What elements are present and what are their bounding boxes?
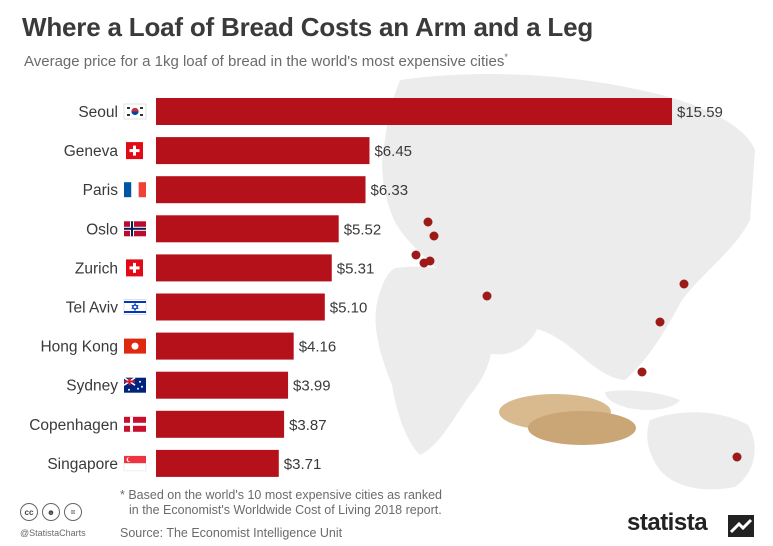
statista-logo: statista: [627, 509, 708, 536]
category-label: Geneva: [64, 143, 119, 160]
creative-commons-icon: cc: [20, 503, 38, 521]
switzerland-flag: [126, 259, 143, 277]
city-dot: [637, 367, 647, 377]
australia-flag: [123, 377, 146, 393]
israel-flag: [123, 299, 147, 315]
city-dot: [429, 231, 439, 241]
source-note: Source: The Economist Intelligence Unit: [120, 526, 343, 540]
license-icons: cc ☻ =: [20, 503, 82, 521]
chart-subtitle: Average price for a 1kg loaf of bread in…: [24, 52, 508, 70]
value-label: $6.45: [374, 143, 412, 160]
city-dot: [482, 291, 492, 301]
france-flag: [124, 182, 146, 198]
category-label: Paris: [83, 182, 119, 199]
map-australia: [647, 412, 755, 490]
map-europe-asia: [382, 74, 755, 380]
category-label: Hong Kong: [40, 339, 118, 356]
category-label: Tel Aviv: [66, 300, 119, 317]
map-indonesia: [605, 390, 680, 410]
city-dot: [423, 217, 433, 227]
category-label: Copenhagen: [29, 417, 118, 434]
bar: [156, 371, 289, 399]
bar: [156, 137, 370, 165]
twitter-handle: @StatistaCharts: [20, 528, 86, 538]
world-map-background: [375, 74, 755, 490]
value-label: $3.71: [284, 456, 322, 473]
city-dot: [655, 317, 665, 327]
value-label: $3.87: [289, 417, 327, 434]
subtitle-text: Average price for a 1kg loaf of bread in…: [24, 53, 505, 70]
city-dot: [679, 279, 689, 289]
subtitle-footnote-mark: *: [504, 52, 508, 62]
category-label: Zurich: [75, 260, 118, 277]
denmark-flag: [124, 416, 146, 432]
bread-loaves: [499, 394, 636, 445]
footnote-line-1: * Based on the world's 10 most expensive…: [120, 488, 443, 502]
switzerland-flag: [126, 142, 143, 160]
value-label: $5.10: [330, 300, 368, 317]
category-label: Sydney: [66, 378, 118, 395]
chart-title: Where a Loaf of Bread Costs an Arm and a…: [22, 12, 594, 42]
bar: [156, 98, 672, 125]
bar: [156, 176, 366, 204]
value-label: $6.33: [371, 182, 409, 199]
bar: [156, 332, 294, 360]
category-label: Oslo: [86, 221, 118, 238]
value-label: $3.99: [293, 378, 331, 395]
value-label: $5.31: [337, 260, 375, 277]
singapore-flag: [123, 455, 147, 472]
statista-logo-icon: [728, 515, 754, 537]
bar: [156, 449, 279, 477]
bar: [156, 215, 339, 243]
south-korea-flag: [123, 103, 147, 120]
attribution-icon: ☻: [42, 503, 60, 521]
map-africa: [375, 266, 494, 455]
bar: [156, 293, 325, 321]
bar: [156, 254, 332, 282]
category-label: Seoul: [78, 104, 118, 121]
hong-kong-flag: [124, 338, 146, 354]
value-label: $4.16: [299, 339, 337, 356]
value-label: $5.52: [344, 221, 382, 238]
category-label: Singapore: [47, 456, 118, 473]
city-dot: [411, 250, 421, 260]
value-label: $15.59: [677, 104, 723, 121]
city-dot: [732, 452, 742, 462]
norway-flag: [124, 221, 146, 237]
bar: [156, 410, 285, 438]
city-dot: [425, 256, 435, 266]
footnote-line-2: in the Economist's Worldwide Cost of Liv…: [129, 503, 442, 517]
bread-loaf-front: [528, 411, 636, 445]
footnote: * Based on the world's 10 most expensive…: [120, 488, 442, 518]
no-derivatives-icon: =: [64, 503, 82, 521]
